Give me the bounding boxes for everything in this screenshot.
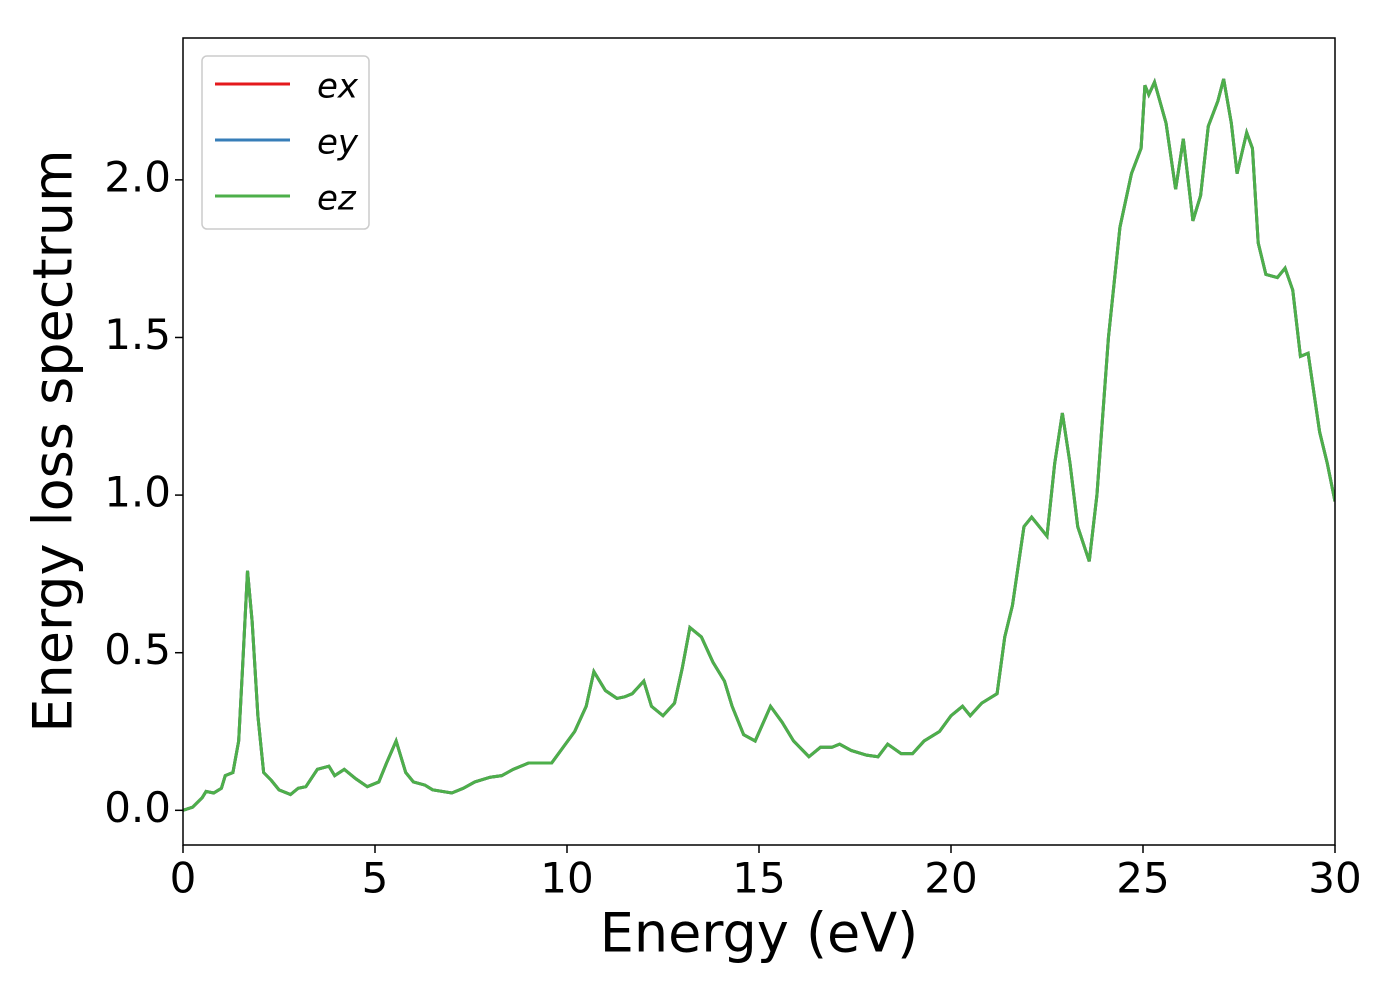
y-axis-label: Energy loss spectrum — [22, 149, 85, 732]
legend-box — [201, 55, 370, 230]
legend-label: ey — [317, 123, 359, 163]
x-tick-label: 25 — [1116, 854, 1169, 903]
x-tick-label: 30 — [1308, 854, 1361, 903]
y-tick-label: 2.0 — [104, 152, 171, 201]
plot-frame — [182, 37, 1336, 846]
x-tick-label: 15 — [732, 854, 785, 903]
x-axis-label: Energy (eV) — [600, 902, 919, 965]
x-tick-label: 5 — [362, 854, 389, 903]
y-tick-label: 0.0 — [104, 783, 171, 832]
series-line — [183, 77, 1335, 812]
x-tick-label: 20 — [924, 854, 977, 903]
y-tick-label: 0.5 — [104, 625, 171, 674]
legend-label: ez — [317, 179, 357, 219]
x-tick-label: 0 — [170, 854, 197, 903]
y-tick-label: 1.0 — [104, 468, 171, 517]
x-tick-label: 10 — [540, 854, 593, 903]
y-tick-label: 1.5 — [104, 310, 171, 359]
legend-label: ex — [317, 67, 359, 107]
